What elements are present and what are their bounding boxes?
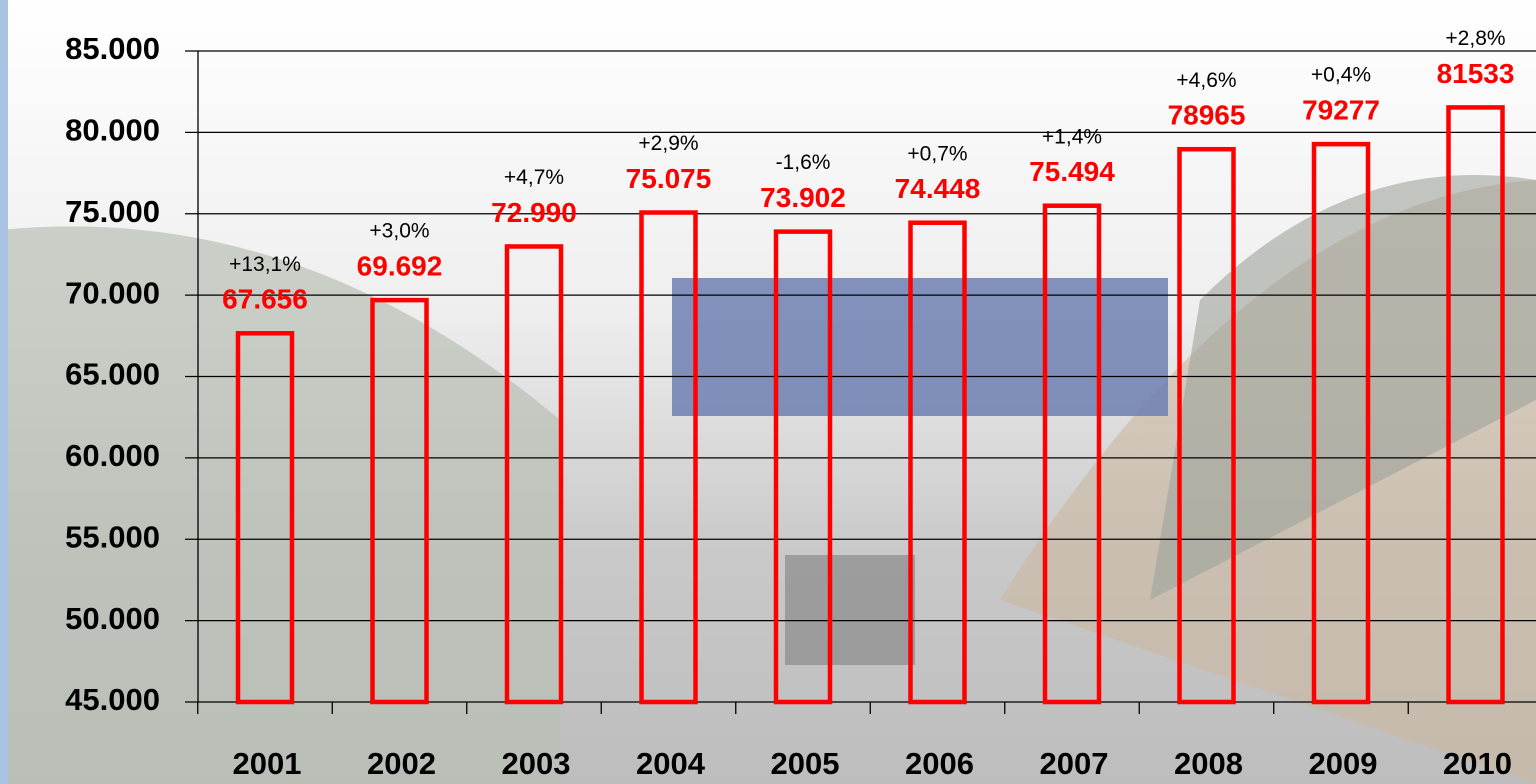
change-label: +1,4% (1042, 125, 1102, 148)
change-label: +2,8% (1445, 27, 1505, 50)
bar (908, 220, 967, 705)
bar (1042, 203, 1102, 705)
value-label: 69.692 (357, 251, 443, 282)
x-tick-label: 2008 (1174, 746, 1243, 781)
value-label: 79277 (1302, 95, 1380, 126)
x-tick-label: 2010 (1443, 746, 1512, 781)
x-tick-label: 2005 (771, 746, 840, 781)
bar (370, 297, 429, 705)
y-tick-label: 70.000 (65, 275, 160, 310)
bar (1177, 146, 1236, 705)
x-tick-label: 2009 (1309, 746, 1378, 781)
bar (1311, 141, 1371, 705)
change-label: +0,4% (1311, 64, 1371, 87)
change-label: +4,7% (504, 166, 564, 189)
change-label: +13,1% (229, 253, 301, 276)
change-label: +3,0% (369, 220, 429, 243)
background-hill (0, 226, 560, 784)
bar (1446, 105, 1505, 705)
bar (504, 244, 564, 705)
y-tick-label: 60.000 (65, 438, 160, 473)
y-tick-label: 55.000 (65, 519, 160, 554)
change-label: -1,6% (776, 151, 831, 174)
bar (639, 210, 698, 705)
change-label: +4,6% (1176, 69, 1236, 92)
value-label: 78965 (1168, 100, 1246, 131)
y-tick-label: 80.000 (65, 113, 160, 148)
y-tick-label: 85.000 (65, 31, 160, 66)
y-tick-label: 50.000 (65, 601, 160, 636)
background-sign (672, 278, 1168, 416)
y-tick-label: 45.000 (65, 682, 160, 717)
bar (235, 331, 295, 705)
value-label: 67.656 (222, 284, 308, 315)
y-tick-label: 65.000 (65, 357, 160, 392)
value-label: 74.448 (895, 173, 981, 204)
value-label: 72.990 (491, 197, 577, 228)
value-label: 75.494 (1029, 156, 1115, 187)
value-label: 81533 (1437, 58, 1515, 89)
x-tick-label: 2006 (905, 746, 974, 781)
x-tick-label: 2001 (233, 746, 302, 781)
bar (773, 229, 833, 705)
x-tick-label: 2007 (1040, 746, 1109, 781)
left-strip (0, 0, 8, 784)
x-tick-label: 2003 (502, 746, 571, 781)
change-label: +2,9% (638, 132, 698, 155)
x-tick-label: 2002 (367, 746, 436, 781)
background-car (785, 555, 915, 665)
plot: 45.000 50.000 55.000 60.000 65.000 70.000 75.0… (65, 27, 1536, 781)
background-trees (1150, 175, 1536, 600)
x-tick-label: 2004 (636, 746, 706, 781)
y-tick-label: 75.000 (65, 194, 160, 229)
value-label: 75.075 (626, 163, 712, 194)
value-label: 73.902 (760, 182, 846, 213)
change-label: +0,7% (907, 142, 967, 165)
